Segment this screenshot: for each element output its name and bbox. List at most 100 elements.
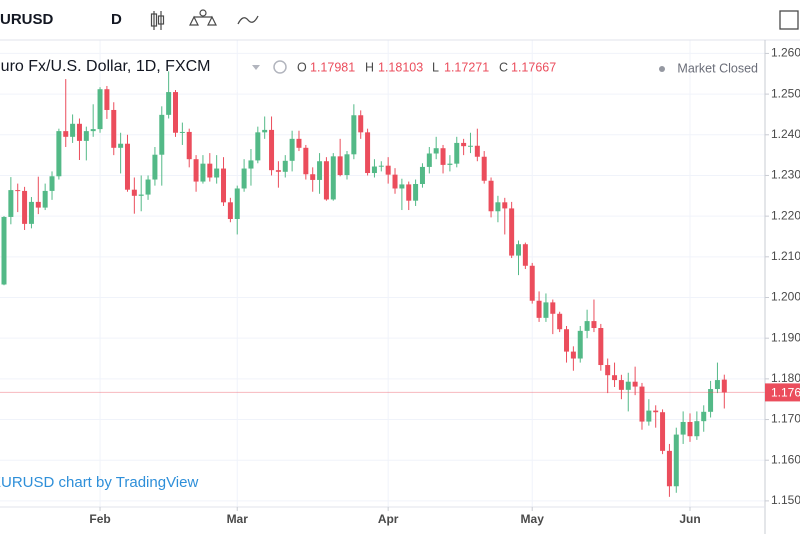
candle-body [406,184,412,201]
candle-body [454,142,460,164]
candle-body [365,132,371,174]
candle-body [612,375,618,381]
candle-body [653,410,659,413]
candle-body [323,161,329,200]
candle-body [166,92,172,115]
candle-body [536,300,542,318]
low-value: 1.17271 [444,60,489,74]
candle-body [310,174,316,180]
candle-body [467,145,473,147]
candle-body [673,434,679,487]
candle-body [564,329,570,352]
candle-body [111,109,117,148]
open-value: 1.17981 [310,60,355,74]
candle-body [124,143,130,190]
toolbar [0,0,765,40]
visibility-icon[interactable] [273,60,287,74]
candle-body [90,129,96,132]
x-tick-label: Mar [227,512,249,526]
candle-body [721,379,727,393]
candle-body [646,410,652,422]
market-status: Market Closed [677,61,758,75]
candle-body [63,131,69,137]
x-tick-label: May [521,512,545,526]
candle-body [56,131,62,177]
candle-body [358,115,364,133]
candle-body [200,163,206,182]
candle-body [522,244,528,266]
candle-body [632,381,638,387]
y-tick-label: 1.180 [771,371,800,385]
candle-body [15,190,21,192]
candle-body [680,421,686,435]
candle-body [227,202,233,219]
candle-body [666,450,672,487]
indicators-icon[interactable] [189,9,217,26]
candle-body [145,179,151,195]
candle-body [275,170,281,172]
candles-icon[interactable] [150,11,165,30]
watermark[interactable]: EURUSD chart by TradingView [0,474,198,491]
candle-body [83,131,89,141]
interval[interactable]: D [111,11,122,28]
candle-body [660,412,666,451]
candle-body [461,142,467,147]
candle-body [35,201,41,208]
y-tick-label: 1.210 [771,249,800,263]
candle-body [173,92,178,133]
close-value: 1.17667 [511,60,556,74]
candle-body [262,129,268,133]
candle-body [70,123,76,137]
candle-body [159,114,165,155]
candle-body [42,190,48,208]
candle-body [557,313,563,330]
y-tick-label: 1.170 [771,412,800,426]
candle-body [618,380,624,390]
candle-body [708,389,714,412]
candle-body [570,351,576,359]
status-dot [659,66,665,72]
candle-body [591,321,597,329]
candle-body [419,166,425,185]
candle-body [509,208,515,256]
candle-body [330,156,336,200]
dropdown-icon[interactable] [252,65,260,70]
y-tick-label: 1.230 [771,168,800,182]
high-label: H [365,60,374,74]
y-tick-label: 1.260 [771,46,800,60]
symbol[interactable]: EURUSD [0,11,54,28]
candle-body [255,132,261,161]
candle-body [351,115,357,155]
candle-body [303,147,309,175]
y-tick-label: 1.240 [771,127,800,141]
close-label: C [499,60,508,74]
candle-body [138,194,144,196]
x-tick-label: Apr [378,512,399,526]
candle-body [392,174,398,189]
candle-body [639,386,645,422]
candle-body [28,201,34,224]
candle-body [433,148,439,154]
chart-title: Euro Fx/U.S. Dollar, 1D, FXCM [0,58,211,75]
candle-body [214,168,220,178]
candle-body [694,421,700,437]
candle-body [296,138,302,148]
candle-body [344,154,350,176]
candle-body [543,302,549,318]
candle-body [440,148,446,165]
fullscreen-icon[interactable] [779,10,799,30]
candle-body [289,138,295,161]
candle-body [76,123,82,141]
last-price-tag [765,383,800,402]
candle-body [687,421,693,437]
compare-icon[interactable] [237,15,259,25]
candle-body [625,381,631,390]
y-tick-label: 1.150 [771,493,800,507]
candle-body [502,202,508,209]
candle-body [481,156,487,181]
candle-body [488,180,494,212]
y-tick-label: 1.190 [771,330,800,344]
x-tick-label: Jun [679,512,700,526]
candle-body [234,188,240,219]
